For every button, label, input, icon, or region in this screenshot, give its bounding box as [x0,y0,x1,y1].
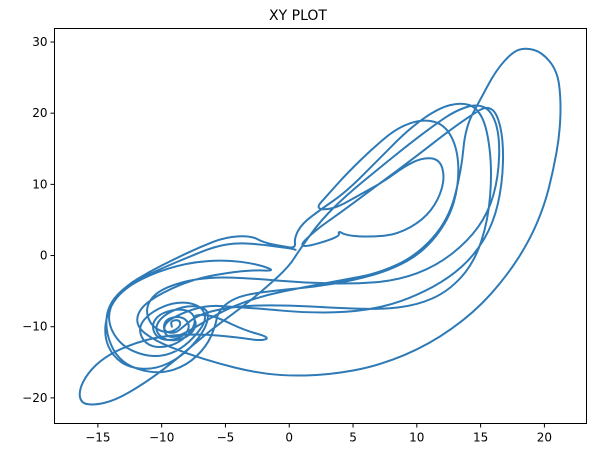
x-axis: −15 −10 −5 0 5 10 15 20 [85,423,552,445]
x-tick-label: −10 [149,431,174,445]
x-tick-label: 10 [409,431,424,445]
x-tick-label: 15 [473,431,488,445]
y-tick-label: 30 [32,35,47,49]
y-tick-label: 20 [32,106,47,120]
plot-area [78,47,562,406]
x-tick-label: −5 [217,431,235,445]
y-axis: −20 −10 0 10 20 30 [22,35,55,405]
x-tick-label: 5 [349,431,357,445]
x-tick-label: −15 [85,431,110,445]
y-tick-label: −20 [22,391,47,405]
x-tick-label: 0 [285,431,293,445]
y-tick-label: 10 [32,177,47,191]
x-tick-label: 20 [537,431,552,445]
axes-frame [54,28,587,424]
chart-title: XY PLOT [269,8,327,24]
series-line [78,47,562,406]
y-tick-label: −10 [22,320,47,334]
y-tick-label: 0 [40,249,48,263]
